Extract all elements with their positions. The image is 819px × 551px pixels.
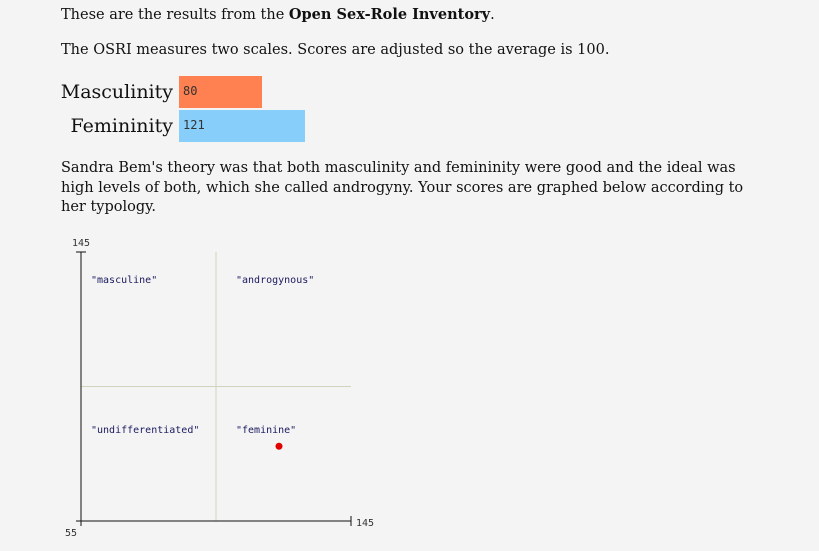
bem-theory-text: Sandra Bem's theory was that both mascul… — [61, 160, 744, 215]
masculinity-bar: 80 — [179, 76, 262, 108]
origin-label: 55 — [65, 528, 77, 539]
femininity-value: 121 — [183, 118, 205, 132]
quadrant-label-undifferentiated: "undifferentiated" — [91, 425, 199, 436]
intro-suffix: . — [490, 7, 495, 23]
femininity-bar: 121 — [179, 110, 305, 142]
scales-description: The OSRI measures two scales. Scores are… — [61, 42, 610, 58]
test-name: Open Sex-Role Inventory — [288, 6, 491, 23]
masculinity-label: Masculinity — [60, 81, 173, 103]
masculinity-value: 80 — [183, 84, 198, 98]
intro-text: These are the results from the Open Sex-… — [61, 5, 495, 25]
quadrant-label-feminine: "feminine" — [236, 425, 296, 436]
x-axis-max-label: 145 — [356, 518, 374, 529]
bar-row-femininity: Femininity 121 — [0, 110, 305, 142]
quadrant-label-androgynous: "androgynous" — [236, 275, 314, 286]
quadrant-label-masculine: "masculine" — [91, 275, 157, 286]
score-point — [275, 442, 283, 450]
bar-row-masculinity: Masculinity 80 — [0, 76, 262, 108]
y-axis-max-label: 145 — [72, 238, 90, 249]
intro-prefix: These are the results from the — [61, 7, 289, 23]
femininity-label: Femininity — [70, 115, 173, 137]
